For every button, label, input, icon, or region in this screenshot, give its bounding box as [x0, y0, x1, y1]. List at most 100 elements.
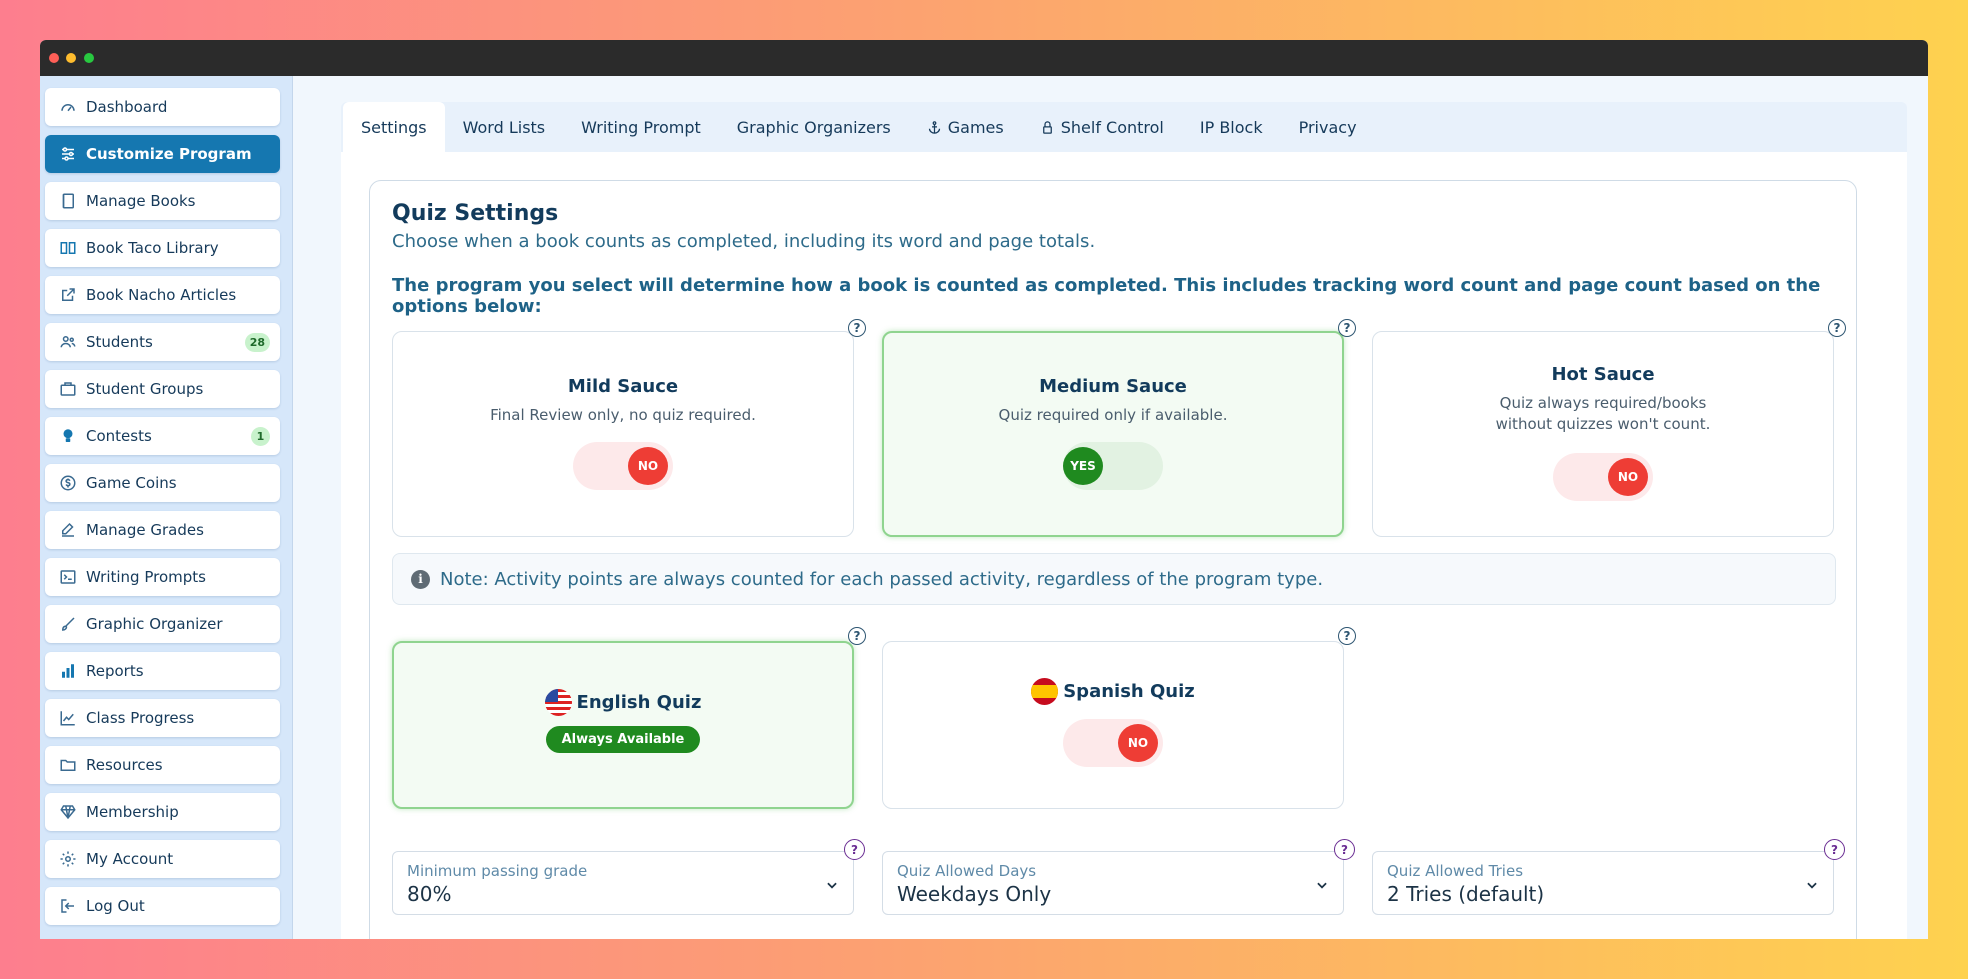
medium-sauce-toggle[interactable]: YES: [1063, 442, 1163, 490]
sidebar-item-label: Reports: [86, 662, 144, 680]
settings-panel: Quiz Settings Choose when a book counts …: [341, 152, 1907, 939]
sidebar-item-log-out[interactable]: Log Out: [45, 887, 280, 925]
help-icon[interactable]: ?: [1334, 839, 1355, 860]
contests-count-badge: 1: [251, 427, 270, 446]
users-icon: [59, 333, 77, 351]
help-icon[interactable]: ?: [844, 839, 865, 860]
tab-privacy[interactable]: Privacy: [1298, 117, 1357, 137]
field-value: Weekdays Only: [897, 882, 1052, 906]
sidebar-item-label: Membership: [86, 803, 179, 821]
field-value: 80%: [407, 882, 452, 906]
spain-flag-icon: [1031, 678, 1059, 705]
mild-sauce-toggle[interactable]: NO: [573, 442, 673, 490]
help-icon[interactable]: ?: [1338, 319, 1356, 337]
field-label: Quiz Allowed Tries: [1387, 862, 1524, 880]
activity-points-note: i Note: Activity points are always count…: [392, 553, 1836, 605]
sidebar-item-customize-program[interactable]: Customize Program: [45, 135, 280, 173]
help-icon[interactable]: ?: [1338, 627, 1356, 645]
sidebar-item-book-nacho-articles[interactable]: Book Nacho Articles: [45, 276, 280, 314]
sidebar-item-student-groups[interactable]: Student Groups: [45, 370, 280, 408]
sidebar-item-label: Graphic Organizer: [86, 615, 223, 633]
field-label: Quiz Allowed Days: [897, 862, 1037, 880]
english-quiz-card[interactable]: English Quiz Always Available: [392, 641, 854, 809]
quiz-title: English Quiz: [544, 689, 701, 716]
chevron-down-icon: [827, 882, 837, 889]
sidebar-item-writing-prompts[interactable]: Writing Prompts: [45, 558, 280, 596]
students-count-badge: 28: [244, 333, 270, 352]
program-description: Final Review only, no quiz required.: [490, 406, 756, 424]
sidebar-item-label: Students: [86, 333, 153, 351]
quiz-title: Spanish Quiz: [1031, 678, 1195, 705]
help-icon[interactable]: ?: [1828, 319, 1846, 337]
tab-games[interactable]: Games: [909, 102, 1022, 152]
diamond-icon: [59, 803, 77, 821]
external-link-icon: [59, 286, 77, 304]
close-window-button[interactable]: [49, 53, 59, 63]
sidebar-item-graphic-organizer[interactable]: Graphic Organizer: [45, 605, 280, 643]
sidebar-item-resources[interactable]: Resources: [45, 746, 280, 784]
coin-icon: [59, 474, 77, 492]
terminal-icon: [59, 568, 77, 586]
tab-graphic-organizers[interactable]: Graphic Organizers: [736, 117, 891, 137]
anchor-icon: [927, 120, 942, 135]
chevron-down-icon: [1807, 882, 1817, 889]
sidebar-item-manage-grades[interactable]: Manage Grades: [45, 511, 280, 549]
program-card-medium-sauce[interactable]: Medium Sauce Quiz required only if avail…: [882, 331, 1344, 537]
tab-settings[interactable]: Settings: [343, 102, 445, 152]
sidebar-item-label: Book Nacho Articles: [86, 286, 237, 304]
toggle-knob: NO: [1608, 458, 1648, 496]
program-description: Quiz always required/books without quizz…: [1495, 394, 1711, 433]
program-title: Mild Sauce: [567, 376, 679, 397]
minimum-passing-grade-select[interactable]: Minimum passing grade 80%: [392, 851, 854, 915]
sidebar-item-manage-books[interactable]: Manage Books: [45, 182, 280, 220]
sidebar-item-book-taco-library[interactable]: Book Taco Library: [45, 229, 280, 267]
tab-ip-block[interactable]: IP Block: [1199, 117, 1263, 137]
sidebar-item-reports[interactable]: Reports: [45, 652, 280, 690]
sidebar-item-game-coins[interactable]: Game Coins: [45, 464, 280, 502]
sidebar-item-label: Student Groups: [86, 380, 204, 398]
dashboard-icon: [59, 98, 77, 116]
program-description: Quiz required only if available.: [998, 406, 1228, 424]
sidebar-item-label: Game Coins: [86, 474, 177, 492]
sidebar-item-students[interactable]: Students 28: [45, 323, 280, 361]
quiz-allowed-days-select[interactable]: Quiz Allowed Days Weekdays Only: [882, 851, 1344, 915]
sidebar-item-contests[interactable]: Contests 1: [45, 417, 280, 455]
briefcase-icon: [59, 380, 77, 398]
tab-shelf-control[interactable]: Shelf Control: [1022, 102, 1182, 152]
sidebar-item-class-progress[interactable]: Class Progress: [45, 699, 280, 737]
quiz-settings-subtitle: Choose when a book counts as completed, …: [392, 231, 1096, 252]
program-title: Hot Sauce: [1551, 364, 1655, 385]
sidebar-item-label: My Account: [86, 850, 174, 868]
help-icon[interactable]: ?: [848, 319, 866, 337]
gear-icon: [59, 850, 77, 868]
maximize-window-button[interactable]: [84, 53, 94, 63]
spanish-quiz-card[interactable]: Spanish Quiz NO: [882, 641, 1344, 809]
sidebar-item-my-account[interactable]: My Account: [45, 840, 280, 878]
sidebar-item-label: Resources: [86, 756, 163, 774]
field-value: 2 Tries (default): [1387, 882, 1545, 906]
tab-word-lists[interactable]: Word Lists: [462, 117, 546, 137]
help-icon[interactable]: ?: [1824, 839, 1845, 860]
quiz-allowed-tries-select[interactable]: Quiz Allowed Tries 2 Tries (default): [1372, 851, 1834, 915]
page-title: Quiz Settings: [392, 201, 559, 226]
spanish-quiz-toggle[interactable]: NO: [1063, 719, 1163, 767]
field-label: Minimum passing grade: [407, 862, 588, 880]
hot-sauce-toggle[interactable]: NO: [1553, 453, 1653, 501]
sidebar-item-membership[interactable]: Membership: [45, 793, 280, 831]
chevron-down-icon: [1317, 882, 1327, 889]
help-icon[interactable]: ?: [848, 627, 866, 645]
tab-writing-prompt[interactable]: Writing Prompt: [581, 117, 701, 137]
program-card-mild-sauce[interactable]: Mild Sauce Final Review only, no quiz re…: [392, 331, 854, 537]
sidebar-item-label: Dashboard: [86, 98, 168, 116]
toggle-knob: NO: [1118, 724, 1158, 762]
minimize-window-button[interactable]: [66, 53, 76, 63]
info-icon: i: [411, 569, 430, 589]
folder-icon: [59, 756, 77, 774]
program-card-hot-sauce[interactable]: Hot Sauce Quiz always required/books wit…: [1372, 331, 1834, 537]
sidebar: Dashboard Customize Program Manage Books…: [40, 76, 293, 939]
logout-icon: [59, 897, 77, 915]
sidebar-item-dashboard[interactable]: Dashboard: [45, 88, 280, 126]
bar-chart-icon: [59, 662, 77, 680]
toggle-knob: NO: [628, 447, 668, 485]
quiz-settings-description: The program you select will determine ho…: [392, 275, 1821, 317]
